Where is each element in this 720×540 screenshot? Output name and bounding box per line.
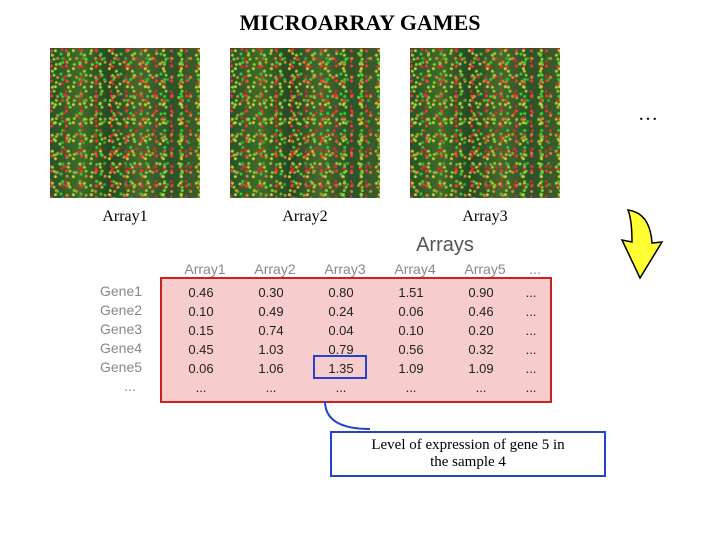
- row-label-6: ...: [100, 378, 160, 397]
- callout: Level of expression of gene 5 in the sam…: [330, 431, 606, 477]
- microarray-image-2: [230, 48, 380, 198]
- row-label-3: Gene3: [100, 321, 160, 340]
- table-header: Array1 Array2 Array3 Array4 Array5 ...: [100, 261, 552, 277]
- array-2-label: Array2: [282, 208, 327, 226]
- array-3-label: Array3: [462, 208, 507, 226]
- page-title: MICROARRAY GAMES: [20, 10, 700, 36]
- array-1-label: Array1: [102, 208, 147, 226]
- col-h-3: Array3: [310, 261, 380, 277]
- table-title: Arrays: [190, 234, 700, 257]
- microarray-image-3: [410, 48, 560, 198]
- table-row: 0.45 1.03 0.79 0.56 0.32 ...: [166, 340, 546, 359]
- col-h-5: Array5: [450, 261, 520, 277]
- row-label-1: Gene1: [100, 283, 160, 302]
- table-row: 0.15 0.74 0.04 0.10 0.20 ...: [166, 321, 546, 340]
- row-labels: Gene1 Gene2 Gene3 Gene4 Gene5 ...: [100, 277, 160, 403]
- arrays-row: Array1 Array2 Array3 …: [20, 48, 700, 226]
- col-h-2: Array2: [240, 261, 310, 277]
- table-section: Arrays Array1 Array2 Array3 Array4 Array…: [20, 234, 700, 477]
- table-row: 0.46 0.30 0.80 1.51 0.90 ...: [166, 283, 546, 302]
- callout-line2: the sample 4: [348, 454, 588, 471]
- table-row: 0.10 0.49 0.24 0.06 0.46 ...: [166, 302, 546, 321]
- col-h-4: Array4: [380, 261, 450, 277]
- table-row: ... ... ... ... ... ...: [166, 378, 546, 397]
- array-2: Array2: [230, 48, 380, 226]
- arrays-ellipsis: …: [638, 103, 660, 126]
- row-label-4: Gene4: [100, 340, 160, 359]
- data-matrix: 0.46 0.30 0.80 1.51 0.90 ... 0.10 0.49 0…: [160, 277, 552, 403]
- col-h-6: ...: [520, 261, 550, 277]
- microarray-image-1: [50, 48, 200, 198]
- callout-line1: Level of expression of gene 5 in: [348, 437, 588, 454]
- table-row: 0.06 1.06 1.35 1.09 1.09 ...: [166, 359, 546, 378]
- array-3: Array3: [410, 48, 560, 226]
- array-1: Array1: [50, 48, 200, 226]
- col-h-1: Array1: [170, 261, 240, 277]
- row-label-2: Gene2: [100, 302, 160, 321]
- row-label-5: Gene5: [100, 359, 160, 378]
